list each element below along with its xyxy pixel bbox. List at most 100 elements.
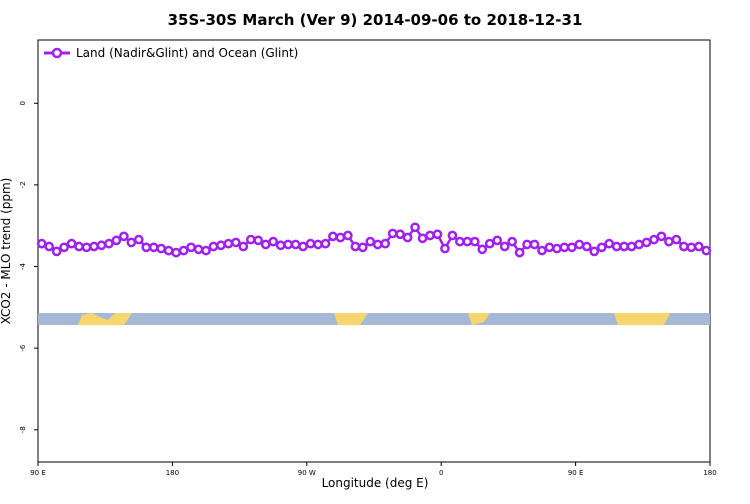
data-point	[59, 242, 69, 253]
y-tick-label: -2	[19, 181, 27, 188]
data-point	[141, 242, 152, 253]
data-point	[380, 238, 391, 249]
data-point	[492, 235, 503, 246]
data-point	[604, 238, 615, 249]
x-tick-label: 90 W	[298, 469, 316, 477]
data-point	[425, 230, 435, 241]
map-land	[78, 313, 132, 325]
data-point	[51, 246, 62, 257]
data-point	[641, 237, 652, 248]
y-tick-label: -6	[19, 344, 27, 352]
x-tick-label: 180	[166, 469, 179, 477]
data-point	[507, 236, 517, 247]
data-point	[447, 230, 458, 241]
data-point	[365, 236, 376, 247]
data-point	[320, 238, 331, 249]
data-point	[417, 233, 428, 244]
x-tick-label: 90 E	[568, 469, 584, 477]
data-point	[283, 239, 293, 250]
data-point	[522, 239, 532, 250]
data-point	[104, 238, 114, 249]
data-point	[245, 234, 256, 245]
data-point	[701, 245, 712, 256]
y-axis-label: XCO2 - MLO trend (ppm)	[0, 178, 13, 325]
data-point	[567, 242, 577, 253]
data-point	[96, 240, 107, 251]
data-point	[36, 238, 47, 249]
data-point	[626, 241, 637, 252]
data-point	[462, 236, 473, 247]
data-point	[328, 231, 338, 242]
data-point	[290, 239, 301, 250]
data-point	[410, 222, 420, 233]
data-point	[89, 241, 99, 252]
data-point	[581, 241, 592, 252]
data-point	[544, 242, 555, 253]
map-land	[614, 313, 670, 325]
x-tick-label: 90 E	[30, 469, 46, 477]
x-tick-label: 0	[439, 469, 443, 477]
data-point	[656, 231, 667, 242]
x-axis-label: Longitude (deg E)	[322, 476, 429, 490]
data-point	[111, 235, 122, 246]
data-point	[335, 232, 346, 243]
data-point	[216, 240, 226, 251]
data-point	[402, 232, 413, 243]
data-point	[372, 239, 383, 250]
data-point	[275, 240, 286, 251]
data-point	[552, 243, 562, 254]
data-point	[260, 239, 271, 250]
data-point	[268, 236, 279, 247]
legend-marker	[51, 47, 63, 59]
map-strip	[38, 313, 710, 325]
data-point	[574, 239, 585, 250]
data-point	[469, 236, 480, 247]
data-point	[208, 241, 219, 252]
data-point	[193, 244, 204, 255]
data-point	[589, 246, 600, 257]
data-point	[201, 245, 211, 256]
data-point	[529, 239, 540, 250]
data-point	[253, 235, 264, 246]
data-point	[313, 239, 323, 250]
data-point	[514, 247, 525, 258]
y-tick-label: -4	[19, 262, 27, 270]
data-point	[686, 242, 697, 253]
y-tick-label: 0	[19, 101, 27, 105]
data-point	[455, 236, 465, 247]
data-point	[477, 244, 488, 255]
data-point	[350, 241, 361, 252]
data-point	[693, 241, 704, 252]
data-point	[395, 229, 405, 240]
map-land	[334, 313, 368, 325]
data-point	[649, 234, 659, 245]
data-point	[537, 245, 547, 256]
legend: Land (Nadir&Glint) and Ocean (Glint)	[44, 46, 298, 60]
data-point	[611, 241, 622, 252]
y-tick-label: -8	[19, 426, 27, 433]
data-point	[664, 236, 674, 247]
data-point	[126, 237, 137, 248]
data-point	[81, 242, 92, 253]
legend-label: Land (Nadir&Glint) and Ocean (Glint)	[76, 46, 298, 60]
data-point	[671, 234, 682, 245]
chart-title: 35S-30S March (Ver 9) 2014-09-06 to 2018…	[168, 11, 583, 29]
data-point	[133, 234, 144, 245]
data-point	[74, 241, 84, 252]
data-point	[171, 247, 181, 258]
plot-frame	[37, 39, 711, 463]
data-point	[186, 242, 196, 253]
data-point	[238, 241, 249, 252]
map-ocean	[38, 313, 710, 325]
data-point	[432, 229, 443, 240]
data-point	[484, 238, 495, 249]
data-point	[343, 230, 353, 241]
data-point	[178, 245, 189, 256]
data-point	[119, 231, 129, 242]
data-point	[305, 238, 316, 249]
data-point	[559, 242, 570, 253]
data-point	[679, 241, 689, 252]
data-point	[357, 242, 368, 253]
data-point	[44, 241, 55, 252]
